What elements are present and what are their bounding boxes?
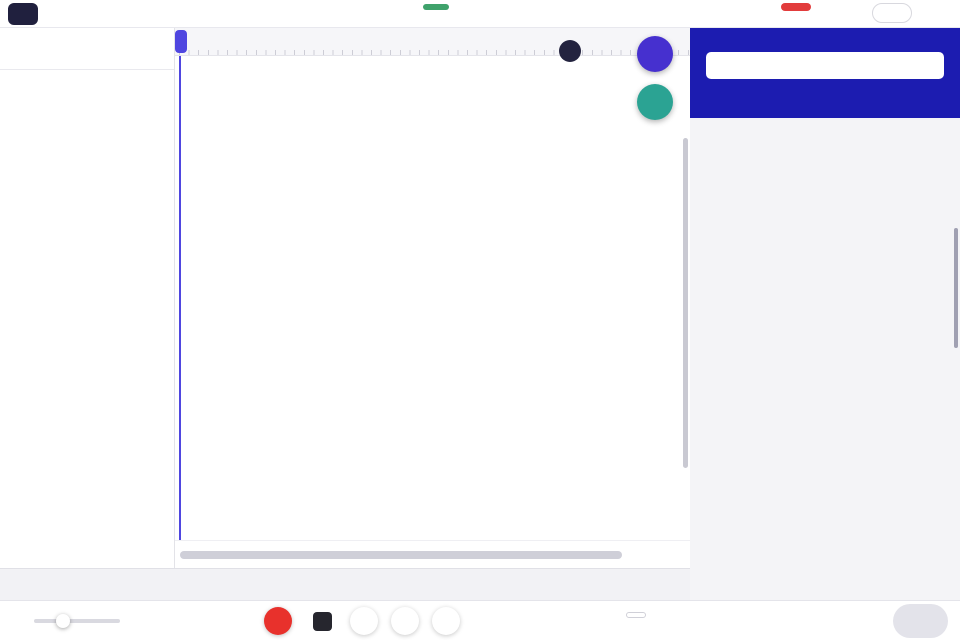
music-studio-app [0,0,960,640]
track-list-panel [0,28,175,568]
transcript-bar[interactable] [0,568,690,600]
metronome-toggle[interactable] [626,612,646,618]
timeline-ruler[interactable] [175,28,690,56]
playhead-handle[interactable] [175,30,187,53]
chat-icon [909,614,924,629]
loop-logo-icon [13,8,33,21]
fast-forward-button[interactable] [432,607,460,635]
instrument-grid-icon [12,42,25,55]
playhead-line [179,56,181,540]
record-button[interactable] [264,607,292,635]
collaboration-button[interactable] [637,84,673,120]
metronome-settings-gear-icon[interactable] [663,614,678,629]
timeline-settings-gear-icon[interactable] [590,42,607,59]
rewind-button[interactable] [350,607,378,635]
vertical-scrollbar[interactable] [683,138,688,468]
app-logo[interactable] [8,3,38,25]
metronome-icon [564,45,577,58]
loops-search-box[interactable] [706,52,944,79]
loops-scrollbar[interactable] [954,228,958,348]
metronome-button[interactable] [559,40,581,62]
timeline-bottom-bar [175,540,690,568]
sync-icon[interactable] [479,7,493,21]
exit-icon [883,7,895,19]
support-button[interactable] [893,604,948,638]
transcript-icon [14,578,28,592]
scale-selector[interactable] [690,89,960,118]
redo-icon[interactable] [381,7,395,21]
people-icon [646,93,664,111]
volume-track [34,619,120,623]
expand-icon[interactable] [662,578,676,592]
volume-thumb[interactable] [56,614,70,628]
loops-panel-toggle-button[interactable] [637,36,673,72]
loop-repeat-icon[interactable] [616,42,633,59]
master-volume-icon[interactable] [10,613,26,629]
fast-forward-icon [440,615,453,628]
zoom-in-icon[interactable] [633,548,648,563]
horizontal-scrollbar[interactable] [180,551,622,559]
chevron-down-icon [713,96,725,108]
master-volume-slider[interactable] [34,615,120,627]
transport-bar [0,600,960,640]
clear-search-icon[interactable] [923,60,935,72]
clip-lanes [175,70,690,540]
top-menu-bar [0,0,960,28]
saved-badge [423,4,449,10]
stop-button[interactable] [308,607,336,635]
rewind-icon [358,615,371,628]
loops-search-input[interactable] [735,59,916,73]
undo-icon[interactable] [356,7,370,21]
show-instrument-header[interactable] [0,28,174,70]
search-icon [715,59,728,72]
upgrade-button[interactable] [781,3,811,11]
music-note-icon [647,46,664,63]
play-button[interactable] [391,607,419,635]
timeline-area [175,28,690,568]
zoom-out-icon[interactable] [659,548,674,563]
loop-list [690,118,960,600]
exit-studio-button[interactable] [872,3,912,23]
stop-icon [313,612,332,631]
loops-panel [690,28,960,600]
play-icon [399,615,412,628]
